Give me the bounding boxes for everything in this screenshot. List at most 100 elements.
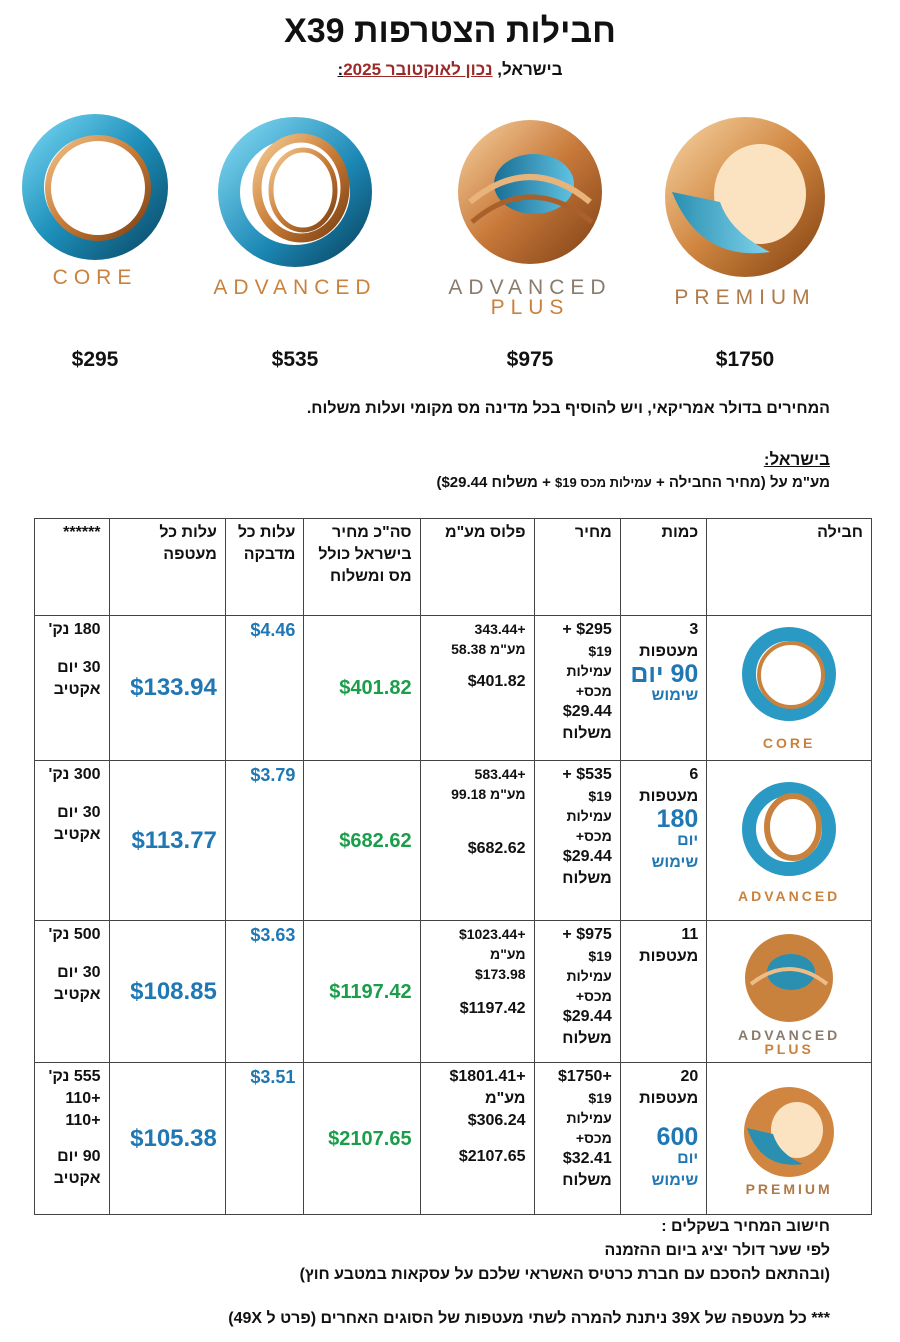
header-stars: ****** <box>34 518 110 616</box>
row-price: $295 + $19 עמילות מכס+ $29.44 משלוח <box>533 615 621 761</box>
premium-price: $1750 <box>715 348 775 371</box>
sticker-value: $4.46 <box>250 620 296 640</box>
qty-number: 3 <box>689 621 699 638</box>
price-line: עמילות <box>566 808 612 824</box>
row-brand-label: ADVANCED <box>737 1026 841 1043</box>
note-days: 90 יום <box>57 1148 101 1165</box>
note-active: אקטיב <box>53 826 101 843</box>
row-note: 555 נק' +110 +110 90 יום אקטיב <box>34 1062 110 1215</box>
price-line: $29.44 <box>562 1008 612 1025</box>
page-title: חבילות הצטרפות X39 <box>284 12 616 50</box>
advanced-price: $535 <box>271 348 319 371</box>
core-ring-image <box>22 114 168 260</box>
premium-ring-image <box>665 117 825 277</box>
price-line: +$1750 <box>557 1068 612 1085</box>
envelope-value: $113.77 <box>131 826 217 854</box>
table-row: PREMIUM 20 מעטפות 600 יום שימוש +$1750 $… <box>34 1062 872 1215</box>
header-quantity: כמות <box>619 518 708 616</box>
price-line: $19 <box>588 948 612 964</box>
row-plus-vat: +$1801.41 מע"מ $306.24 $2107.65 <box>419 1062 535 1215</box>
premium-ring-icon <box>744 1086 835 1177</box>
note-points: 555 נק' <box>48 1068 101 1085</box>
footer-shekel-title: חישוב המחיר בשקלים : <box>661 1218 830 1235</box>
footer-conversion-note: *** כל מעטפה של 39X ניתנת להמרה לשתי מעט… <box>228 1310 830 1327</box>
usd-price-note: המחירים בדולר אמריקאי, ויש להוסיף בכל מד… <box>306 400 830 417</box>
price-line: עמילות <box>566 663 612 679</box>
total-value: $682.62 <box>339 829 412 852</box>
row-quantity: 3 מעטפות 90 יום שימוש <box>619 615 708 761</box>
row-sticker-cost: $3.63 <box>224 920 305 1063</box>
note-points: 500 נק' <box>48 926 101 943</box>
row-price: $975 + $19 עמילות מכס+ $29.44 משלוח <box>533 920 621 1063</box>
price-line: $975 + <box>562 926 612 943</box>
row-package-image: PREMIUM <box>706 1062 872 1215</box>
note-days: 30 יום <box>57 804 101 821</box>
note-extra: +110 <box>65 1090 101 1107</box>
sticker-value: $3.63 <box>250 925 296 945</box>
header-package: חבילה <box>706 518 872 616</box>
advanced-plus-brand-label: ADVANCED <box>448 276 612 299</box>
sticker-value: $3.79 <box>250 765 296 785</box>
premium-brand-label: PREMIUM <box>674 286 816 309</box>
note-points: 300 נק' <box>48 766 101 783</box>
row-envelope-cost: $113.77 <box>108 760 226 921</box>
plus-vat: מע"מ 58.38 <box>451 641 526 657</box>
total-value: $2107.65 <box>328 1127 412 1150</box>
row-package-image: ADVANCED <box>706 760 872 921</box>
note-extra: +110 <box>65 1112 101 1129</box>
advanced-plus-price: $975 <box>506 348 554 371</box>
price-line: מכס+ <box>575 828 612 844</box>
row-package-image: ADVANCED PLUS <box>706 920 872 1063</box>
plus-vat: מע"מ <box>490 946 526 962</box>
price-line: $29.44 <box>562 703 612 720</box>
row-total-israel: $401.82 <box>303 615 421 761</box>
header-price: מחיר <box>533 518 621 616</box>
table-row: CORE 3 מעטפות 90 יום שימוש $295 + $19 עמ… <box>34 615 872 761</box>
plus-vat: מע"מ 99.18 <box>451 786 526 802</box>
note-points: 180 נק' <box>48 621 101 638</box>
row-sticker-cost: $3.79 <box>224 760 305 921</box>
qty-number: 20 <box>680 1068 699 1085</box>
row-quantity: 6 מעטפות 180 יום שימוש <box>619 760 708 921</box>
vat-line-shipping: + משלוח $29.44) <box>436 474 556 491</box>
days-label: יום שימוש <box>651 832 699 871</box>
days-value: 90 יום <box>630 660 699 688</box>
row-brand-label: PREMIUM <box>745 1180 833 1197</box>
total-value: $401.82 <box>339 677 412 699</box>
price-line: משלוח <box>562 1172 612 1189</box>
note-active: אקטיב <box>53 1170 101 1187</box>
row-quantity: 20 מעטפות 600 יום שימוש <box>619 1062 708 1215</box>
qty-unit: מעטפות <box>639 788 699 805</box>
plus-top: +$1801.41 <box>449 1068 526 1085</box>
plus-vat: מע"מ <box>484 1090 526 1107</box>
days-value: 180 <box>656 805 699 833</box>
row-brand-label-2: PLUS <box>764 1040 814 1057</box>
plus-total: $2107.65 <box>458 1148 526 1165</box>
core-price: $295 <box>71 348 119 371</box>
row-note: 500 נק' 30 יום אקטיב <box>34 920 110 1063</box>
row-total-israel: $682.62 <box>303 760 421 921</box>
header-plus-vat: פלוס מע"מ <box>419 518 535 616</box>
core-brand-label: CORE <box>52 266 138 289</box>
qty-unit: מעטפות <box>639 1090 699 1107</box>
row-price: +$1750 $19 עמילות מכס+ $32.41 משלוח <box>533 1062 621 1215</box>
advanced-ring-image <box>218 117 372 267</box>
vat-line: מע"מ על (מחיר החבילה + עמילות מכס $19 + … <box>436 474 830 491</box>
advanced-plus-ring-image <box>458 120 602 264</box>
row-plus-vat: +343.44 מע"מ 58.38 $401.82 <box>419 615 535 761</box>
note-active: אקטיב <box>53 681 101 698</box>
package-core: CORE $295 <box>0 112 190 371</box>
plus-top: +$1023.44 <box>458 926 526 942</box>
envelope-value: $108.85 <box>130 977 217 1005</box>
price-line: מכס+ <box>575 988 612 1004</box>
row-price: $535 + $19 עמילות מכס+ $29.44 משלוח <box>533 760 621 921</box>
price-line: $19 <box>588 1090 612 1106</box>
row-envelope-cost: $133.94 <box>108 615 226 761</box>
row-sticker-cost: $4.46 <box>224 615 305 761</box>
price-line: $32.41 <box>562 1150 612 1167</box>
price-line: $295 + <box>562 621 612 638</box>
plus-vat-amount: $306.24 <box>467 1112 526 1129</box>
advanced-plus-brand-label-2: PLUS <box>490 296 570 319</box>
plus-total: $1197.42 <box>459 1000 526 1017</box>
qty-number: 6 <box>689 766 699 783</box>
